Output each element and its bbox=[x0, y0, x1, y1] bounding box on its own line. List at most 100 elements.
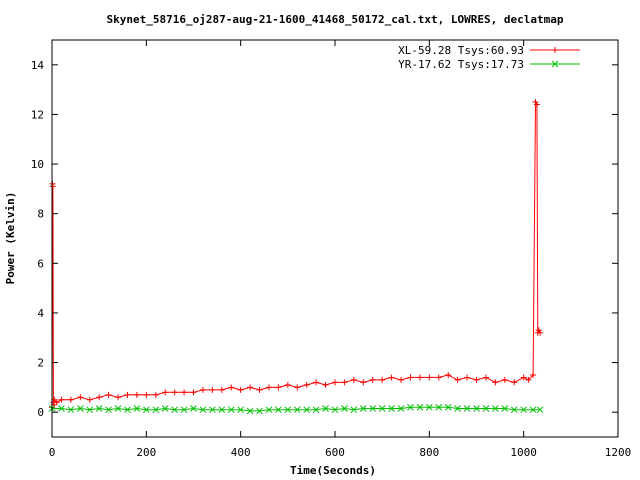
data-point-plus bbox=[49, 183, 56, 190]
data-point-plus bbox=[360, 379, 367, 386]
data-point-cross bbox=[473, 405, 480, 412]
data-point-plus bbox=[520, 374, 527, 381]
x-axis-label: Time(Seconds) bbox=[290, 464, 376, 477]
data-point-cross bbox=[142, 406, 150, 414]
series-2 bbox=[48, 403, 544, 415]
data-point-cross bbox=[284, 406, 292, 414]
data-point-cross bbox=[190, 405, 197, 412]
data-point-cross bbox=[435, 403, 443, 411]
series-line bbox=[51, 100, 541, 408]
data-point-cross bbox=[293, 406, 301, 414]
data-point-plus bbox=[416, 374, 423, 381]
data-point-cross bbox=[369, 405, 377, 412]
data-point-cross bbox=[171, 406, 178, 414]
data-point-plus bbox=[133, 391, 140, 398]
data-point-plus bbox=[525, 376, 532, 383]
data-point-plus bbox=[332, 379, 338, 386]
y-tick-label: 12 bbox=[31, 108, 44, 121]
data-point-cross bbox=[378, 405, 386, 412]
data-point-plus bbox=[256, 386, 263, 393]
data-point-plus bbox=[537, 329, 544, 336]
data-point-plus bbox=[398, 376, 405, 383]
data-point-plus bbox=[473, 376, 480, 383]
y-tick-label: 8 bbox=[37, 208, 44, 221]
data-point-plus bbox=[53, 399, 60, 406]
legend-label: XL-59.28 Tsys:60.93 bbox=[398, 44, 524, 57]
x-tick-label: 800 bbox=[419, 446, 439, 459]
data-point-cross bbox=[482, 405, 490, 412]
data-point-plus bbox=[199, 386, 206, 393]
data-point-plus bbox=[530, 371, 537, 378]
y-tick-label: 0 bbox=[37, 406, 44, 419]
x-tick-label: 0 bbox=[49, 446, 56, 459]
data-point-cross bbox=[341, 405, 348, 412]
data-point-cross bbox=[425, 403, 433, 411]
data-point-plus bbox=[275, 384, 282, 391]
data-point-plus bbox=[492, 379, 499, 386]
data-point-cross bbox=[67, 406, 75, 414]
data-point-plus bbox=[501, 376, 508, 383]
data-point-cross bbox=[359, 405, 367, 412]
data-point-plus bbox=[284, 381, 291, 388]
chart-title: Skynet_58716_oj287-aug-21-1600_41468_501… bbox=[107, 13, 564, 26]
data-point-cross bbox=[265, 406, 273, 414]
data-point-cross bbox=[76, 405, 84, 412]
y-tick-label: 2 bbox=[37, 357, 44, 370]
data-point-cross bbox=[492, 405, 499, 412]
data-point-plus bbox=[313, 379, 320, 386]
data-point-plus bbox=[533, 101, 540, 108]
data-point-plus bbox=[115, 394, 122, 401]
data-point-plus bbox=[190, 389, 197, 396]
y-tick-label: 4 bbox=[37, 307, 44, 320]
data-point-cross bbox=[350, 406, 358, 414]
data-point-cross bbox=[218, 406, 226, 414]
data-point-plus bbox=[294, 384, 301, 391]
data-point-plus bbox=[464, 374, 471, 381]
data-point-plus bbox=[303, 381, 310, 388]
y-tick-label: 14 bbox=[31, 59, 45, 72]
data-point-cross bbox=[536, 406, 544, 414]
data-point-cross bbox=[133, 405, 141, 412]
data-point-cross bbox=[209, 406, 216, 414]
data-point-cross bbox=[529, 406, 537, 414]
data-point-plus bbox=[350, 376, 357, 383]
data-point-cross bbox=[95, 405, 103, 412]
data-point-cross bbox=[105, 406, 112, 414]
data-point-cross bbox=[312, 406, 320, 414]
data-point-cross bbox=[444, 403, 452, 411]
data-point-plus bbox=[322, 381, 329, 388]
data-point-cross bbox=[322, 405, 329, 412]
data-point-plus bbox=[237, 386, 244, 393]
data-point-cross bbox=[152, 406, 160, 414]
data-point-plus bbox=[171, 389, 178, 396]
data-point-plus bbox=[511, 379, 518, 386]
data-point-plus bbox=[482, 374, 489, 381]
x-tick-label: 200 bbox=[136, 446, 156, 459]
data-point-cross bbox=[520, 406, 528, 414]
data-point-plus bbox=[124, 391, 131, 398]
data-point-cross bbox=[551, 60, 559, 68]
x-tick-label: 600 bbox=[325, 446, 345, 459]
y-axis-label: Power (Kelvin) bbox=[4, 192, 17, 285]
data-point-plus bbox=[58, 396, 65, 403]
data-point-cross bbox=[256, 407, 263, 415]
data-point-plus bbox=[247, 384, 254, 391]
data-point-cross bbox=[227, 406, 235, 414]
data-point-cross bbox=[510, 406, 518, 414]
data-point-cross bbox=[237, 406, 245, 414]
data-point-plus bbox=[552, 47, 558, 53]
x-tick-label: 1000 bbox=[510, 446, 537, 459]
y-tick-label: 6 bbox=[37, 257, 44, 270]
data-point-cross bbox=[463, 405, 471, 412]
data-point-cross bbox=[501, 405, 509, 412]
data-point-cross bbox=[331, 406, 339, 414]
data-point-plus bbox=[445, 371, 452, 378]
data-point-cross bbox=[86, 406, 94, 414]
data-point-cross bbox=[397, 405, 405, 412]
data-point-cross bbox=[407, 403, 414, 411]
data-point-plus bbox=[426, 374, 433, 381]
data-point-cross bbox=[303, 406, 311, 414]
data-point-plus bbox=[369, 376, 376, 383]
x-tick-label: 400 bbox=[231, 446, 251, 459]
